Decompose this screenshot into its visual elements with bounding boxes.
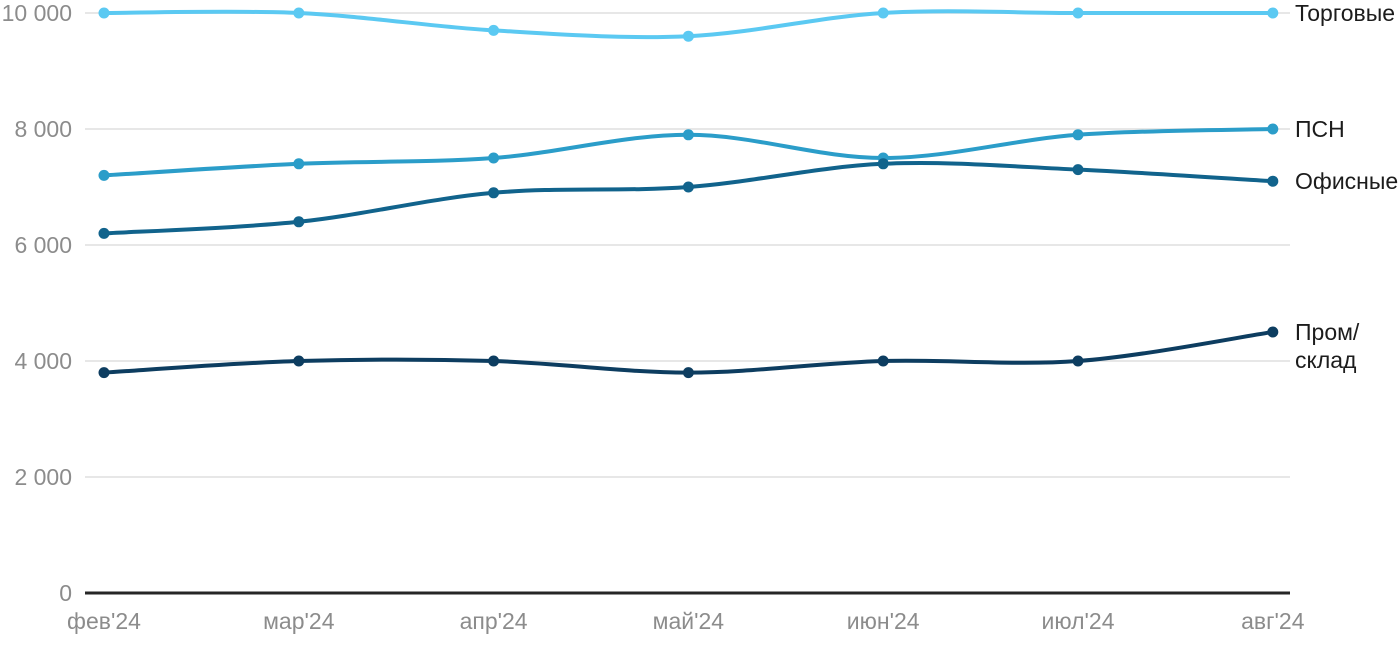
data-point[interactable] [1267,175,1279,187]
data-point[interactable] [293,216,305,228]
x-tick-label: июл'24 [1042,608,1115,634]
data-point[interactable] [1267,7,1279,19]
series-points-2 [98,158,1279,239]
data-point[interactable] [293,7,305,19]
data-point[interactable] [877,7,889,19]
data-point[interactable] [1072,7,1084,19]
series-points-3 [98,326,1279,379]
series-label-2: Офисные [1295,168,1398,194]
data-point[interactable] [1072,164,1084,176]
data-point[interactable] [877,158,889,170]
series-legend: Торговые ПСН Офисные Пром/склад [1295,0,1398,373]
y-tick-label: 0 [59,580,72,606]
x-tick-label: фев'24 [67,608,141,634]
data-point[interactable] [1072,129,1084,141]
data-point[interactable] [682,367,694,379]
x-axis-labels: фев'24 мар'24 апр'24 май'24 июн'24 июл'24 авг'… [67,608,1305,634]
y-tick-label: 6 000 [14,232,72,258]
series-line-3 [102,330,1275,375]
data-point[interactable] [98,169,110,181]
series-line-2 [102,161,1275,236]
data-point[interactable] [877,355,889,367]
series-points-0 [98,7,1279,42]
data-point[interactable] [682,181,694,193]
series-label-1: ПСН [1295,116,1345,142]
y-tick-label: 2 000 [14,464,72,490]
x-tick-label: авг'24 [1241,608,1305,634]
data-point[interactable] [682,30,694,42]
y-tick-label: 4 000 [14,348,72,374]
y-tick-label: 10 000 [2,0,72,26]
data-point[interactable] [293,355,305,367]
data-point[interactable] [1072,355,1084,367]
data-point[interactable] [293,158,305,170]
x-tick-label: мар'24 [263,608,335,634]
gridlines [85,12,1290,595]
data-point[interactable] [488,152,500,164]
data-point[interactable] [98,367,110,379]
series-label-0: Торговые [1295,0,1395,26]
y-axis-labels: 0 2 000 4 000 6 000 8 000 10 000 [2,0,72,606]
x-tick-label: июн'24 [847,608,920,634]
data-point[interactable] [488,187,500,199]
series-points-1 [98,123,1279,181]
data-point[interactable] [1267,123,1279,135]
data-point[interactable] [98,227,110,239]
series-label-3: Пром/склад [1295,319,1360,373]
data-point[interactable] [488,355,500,367]
y-tick-label: 8 000 [14,116,72,142]
data-point[interactable] [682,129,694,141]
x-tick-label: апр'24 [460,608,528,634]
data-point[interactable] [1267,326,1279,338]
data-point[interactable] [98,7,110,19]
x-tick-label: май'24 [653,608,725,634]
data-point[interactable] [488,24,500,36]
